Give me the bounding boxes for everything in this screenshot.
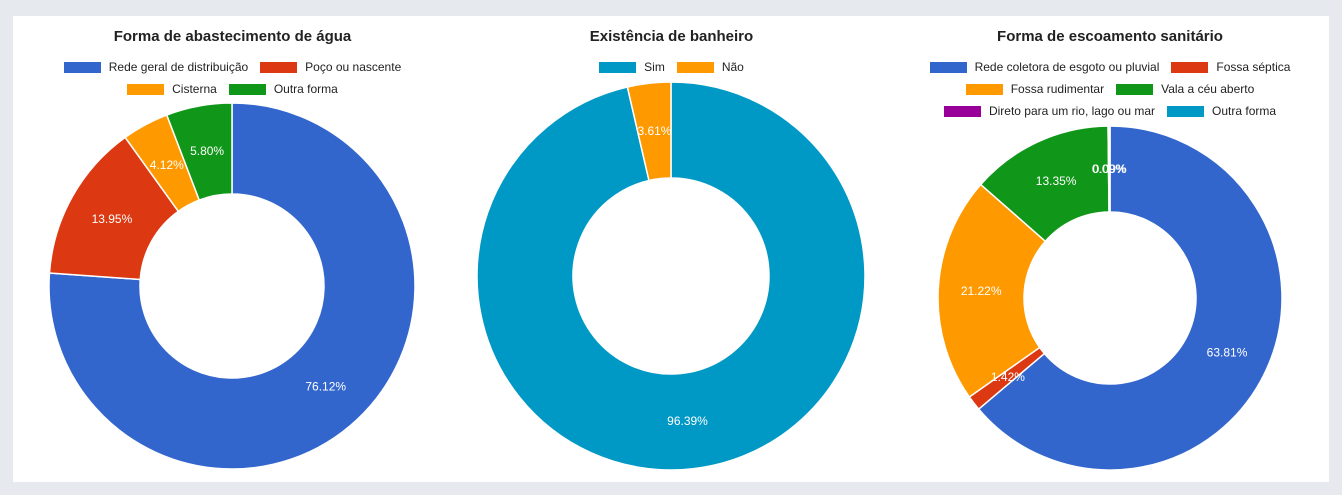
- legend-label: Vala a céu aberto: [1161, 82, 1255, 96]
- legend-label: Fossa rudimentar: [1010, 82, 1105, 96]
- legend-swatch: [965, 83, 1003, 95]
- legend-label: Não: [721, 60, 744, 74]
- slice-value-label: 13.35%: [1036, 174, 1077, 188]
- legend-item-direto-para-um-rio-lago-ou-mar[interactable]: Direto para um rio, lago ou mar: [943, 104, 1156, 118]
- legend-row: Direto para um rio, lago ou mar Outra for…: [891, 100, 1329, 122]
- slice-nao[interactable]: [626, 81, 672, 182]
- legend-item-vala-a-ceu-aberto[interactable]: Vala a céu aberto: [1116, 82, 1254, 96]
- legend-label: Rede coletora de esgoto ou pluvial: [974, 60, 1160, 74]
- chart-escoamento-sanitario: Forma de escoamento sanitário Rede colet…: [891, 16, 1329, 482]
- legend-item-poco-ou-nascente[interactable]: Poço ou nascente: [260, 60, 401, 74]
- donut-chart-svg: 96.39% 3.61%: [476, 81, 866, 471]
- chart-legend: Sim Não: [452, 56, 891, 78]
- legend-swatch: [127, 83, 165, 95]
- slice-value-label: 96.39%: [667, 414, 708, 428]
- slice-outra-forma[interactable]: [165, 102, 233, 202]
- legend-swatch: [1116, 83, 1154, 95]
- legend-item-outra-forma[interactable]: Outra forma: [228, 82, 338, 96]
- legend-item-fossa-rudimentar[interactable]: Fossa rudimentar: [965, 82, 1105, 96]
- slice-outra-forma[interactable]: [1108, 125, 1111, 213]
- slice-fossa-rudimentar[interactable]: [937, 183, 1047, 399]
- legend-label: Rede geral de distribuição: [108, 60, 249, 74]
- slice-value-label: 13.95%: [92, 212, 133, 226]
- legend-item-nao[interactable]: Não: [676, 60, 744, 74]
- slice-value-label: 0.09%: [1092, 162, 1126, 176]
- legend-swatch: [943, 105, 981, 117]
- legend-swatch: [929, 61, 967, 73]
- legend-label: Outra forma: [1212, 104, 1277, 118]
- slice-value-label: 3.61%: [637, 124, 671, 138]
- slice-value-label: 4.12%: [150, 158, 184, 172]
- legend-item-outra-forma[interactable]: Outra forma: [1167, 104, 1276, 118]
- slice-value-label: 63.81%: [1207, 345, 1248, 359]
- legend-label: Sim: [644, 60, 665, 74]
- chart-title: Forma de escoamento sanitário: [997, 28, 1223, 45]
- donut-chart-svg: 76.12% 13.95% 4.12% 5.80%: [48, 102, 416, 470]
- legend-label: Fossa séptica: [1216, 60, 1291, 74]
- slice-rede-geral-de-distribuicao[interactable]: [48, 102, 416, 470]
- chart-legend: Rede coletora de esgoto ou pluvial Fossa …: [891, 56, 1329, 122]
- legend-item-fossa-septica[interactable]: Fossa séptica: [1171, 60, 1290, 74]
- legend-item-rede-coletora-de-esgoto-ou-pluvial[interactable]: Rede coletora de esgoto ou pluvial: [929, 60, 1160, 74]
- slice-value-label: 0.09%: [1093, 162, 1127, 176]
- chart-title: Existência de banheiro: [589, 28, 754, 45]
- legend-row: Cisterna Outra forma: [13, 78, 452, 100]
- charts-panel: Forma de abastecimento de água Rede gera…: [13, 16, 1329, 482]
- legend-swatch: [599, 61, 637, 73]
- legend-item-sim[interactable]: Sim: [599, 60, 665, 74]
- legend-item-cisterna[interactable]: Cisterna: [127, 82, 217, 96]
- legend-swatch: [1171, 61, 1209, 73]
- legend-swatch: [63, 61, 101, 73]
- slice-value-label: 5.80%: [190, 144, 224, 158]
- legend-item-rede-geral-de-distribuicao[interactable]: Rede geral de distribuição: [63, 60, 249, 74]
- legend-row: Fossa rudimentar Vala a céu aberto: [891, 78, 1329, 100]
- chart-abastecimento-agua: Forma de abastecimento de água Rede gera…: [13, 16, 452, 482]
- legend-row: Sim Não: [452, 56, 891, 78]
- legend-swatch: [228, 83, 266, 95]
- legend-label: Cisterna: [172, 82, 217, 96]
- slice-sim[interactable]: [476, 81, 866, 471]
- slice-value-label: 1.42%: [991, 370, 1025, 384]
- legend-row: Rede geral de distribuição Poço ou nascen…: [13, 56, 452, 78]
- slice-rede-coletora-de-esgoto-ou-pluvial[interactable]: [977, 125, 1283, 471]
- slice-value-label: 76.12%: [305, 380, 346, 394]
- legend-label: Direto para um rio, lago ou mar: [988, 104, 1156, 118]
- legend-swatch: [260, 61, 298, 73]
- donut-chart-svg: 63.81%1.42%21.22%13.35%0.09%0.09%: [937, 125, 1283, 471]
- slice-value-label: 21.22%: [961, 284, 1002, 298]
- legend-swatch: [1167, 105, 1205, 117]
- chart-title: Forma de abastecimento de água: [113, 28, 352, 45]
- legend-label: Poço ou nascente: [305, 60, 402, 74]
- chart-legend: Rede geral de distribuição Poço ou nascen…: [13, 56, 452, 100]
- legend-swatch: [676, 61, 714, 73]
- legend-label: Outra forma: [273, 82, 338, 96]
- legend-row: Rede coletora de esgoto ou pluvial Fossa …: [891, 56, 1329, 78]
- chart-banheiro: Existência de banheiro Sim Não 96.39% 3.61…: [452, 16, 891, 482]
